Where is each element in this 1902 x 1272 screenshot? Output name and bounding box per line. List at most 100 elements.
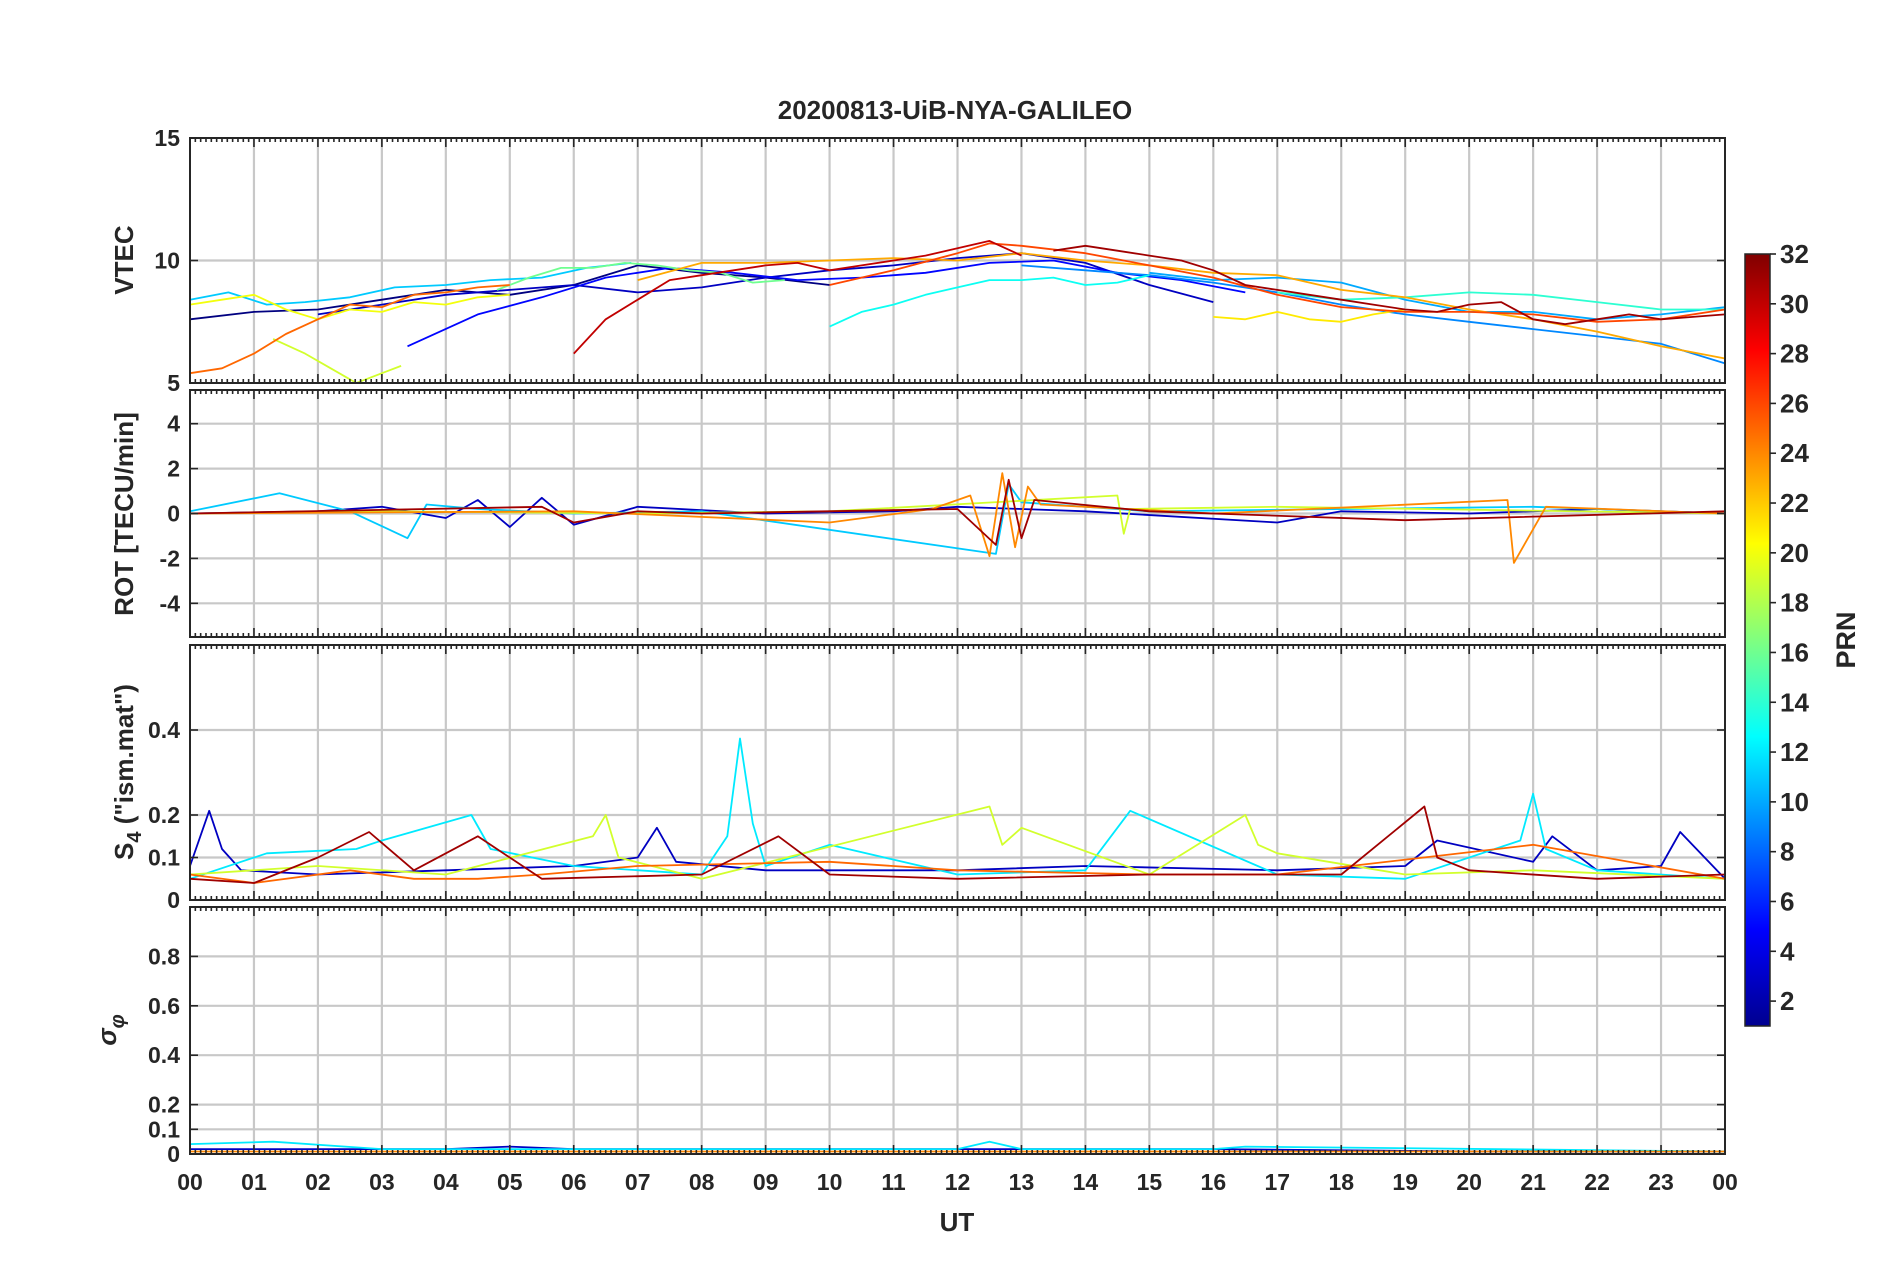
panel-sigma-phi: 00.10.2 0.4 0.6 0.8 σφ — [92, 906, 1726, 1167]
colorbar-tick-label: 32 — [1780, 239, 1809, 269]
prn-11-trace — [189, 262, 632, 306]
prn-13-trace — [829, 274, 1150, 328]
prn-26-trace — [829, 242, 1726, 323]
rot-traces — [189, 472, 1726, 564]
y-tick-label: 0.4 — [148, 717, 180, 743]
colorbar-tick-label: 16 — [1780, 637, 1809, 667]
prn-24-trace — [189, 472, 1726, 564]
prn-3-trace — [189, 496, 1726, 528]
sigma-phi-ylabel-sub: φ — [107, 1014, 129, 1028]
colorbar-tick-label: 18 — [1780, 588, 1809, 618]
y-tick-label: 0 — [167, 887, 180, 913]
x-tick-label: 19 — [1392, 1169, 1418, 1195]
x-tick-label: 00 — [177, 1169, 203, 1195]
prn-16-trace — [496, 261, 785, 291]
x-tick-label: 10 — [817, 1169, 843, 1195]
s4-y-ticks: 0 0.1 0.2 0.4 — [148, 717, 1725, 913]
colorbar-frame — [1744, 253, 1771, 1027]
colorbar-gradient — [1745, 254, 1770, 1026]
prn-14-trace — [1277, 291, 1725, 311]
sigma-phi-axes-frame — [189, 906, 1726, 1155]
prn-19-trace — [189, 805, 1726, 880]
x-tick-label: 21 — [1520, 1169, 1546, 1195]
chart-title: 20200813-UiB-NYA-GALILEO — [778, 95, 1133, 125]
prn-3-trace — [317, 252, 1214, 316]
x-tick-label: 08 — [689, 1169, 715, 1195]
vtec-y-ticks: 5 10 15 — [154, 125, 1725, 396]
prn-5-trace — [407, 259, 1246, 348]
colorbar-tick-label: 20 — [1780, 538, 1809, 568]
x-tick-label: 23 — [1648, 1169, 1674, 1195]
x-tick-label: 06 — [561, 1169, 587, 1195]
prn-31-trace — [1053, 244, 1726, 326]
y-tick-label: 2 — [167, 456, 180, 482]
sigma-phi-ylabel: σφ — [92, 1014, 129, 1045]
y-tick-label: 0 — [167, 501, 180, 527]
y-tick-label: 15 — [154, 125, 180, 151]
s4-ylabel-suffix: ("ism.mat") — [109, 684, 139, 831]
y-tick-label: 5 — [167, 370, 180, 396]
panel-vtec: 5 10 15 VTEC — [109, 125, 1726, 396]
prn-31-trace — [189, 805, 1726, 884]
colorbar-tick-label: 14 — [1780, 687, 1809, 717]
rot-y-ticks: -4 -2 0 2 4 — [160, 411, 1725, 616]
y-tick-label: 0 — [167, 1141, 180, 1167]
colorbar-tick-label: 2 — [1780, 986, 1794, 1016]
rot-axes-frame — [189, 389, 1726, 638]
s4-ylabel-sub: 4 — [124, 831, 146, 843]
panel-rot: -4 -2 0 2 4 ROT [TECU/min] — [109, 389, 1726, 638]
panel-s4: 0 0.1 0.2 0.4 S4 ("ism.mat") — [109, 644, 1726, 913]
y-tick-label: 0.1 — [148, 1116, 180, 1142]
y-tick-label: 0.2 — [148, 802, 180, 828]
s4-ylabel: S4 ("ism.mat") — [109, 684, 146, 860]
y-tick-label: 10 — [154, 248, 180, 274]
colorbar-tick-label: 8 — [1780, 837, 1794, 867]
x-tick-label: 12 — [945, 1169, 971, 1195]
x-tick-label: 16 — [1201, 1169, 1227, 1195]
x-tick-label: 01 — [241, 1169, 267, 1195]
x-axis-label: UT — [940, 1207, 975, 1237]
colorbar-label: PRN — [1831, 611, 1861, 668]
vtec-axes-frame — [189, 137, 1726, 384]
colorbar-tick-label: 6 — [1780, 886, 1794, 916]
x-tick-label: 02 — [305, 1169, 331, 1195]
x-tick-label: 03 — [369, 1169, 395, 1195]
y-tick-label: -4 — [160, 590, 181, 616]
x-tick-label: 04 — [433, 1169, 459, 1195]
prn-25-trace — [189, 284, 510, 375]
colorbar-tick-label: 12 — [1780, 737, 1809, 767]
vtec-ylabel: VTEC — [109, 225, 139, 295]
s4-ylabel-main: S — [109, 843, 139, 860]
prn-31-trace — [189, 478, 1726, 546]
x-tick-label: 22 — [1584, 1169, 1610, 1195]
x-tick-label: 11 — [881, 1169, 906, 1195]
rot-ylabel: ROT [TECU/min] — [109, 412, 139, 616]
s4-traces — [189, 737, 1726, 884]
sigma-phi-y-ticks: 00.10.2 0.4 0.6 0.8 — [148, 943, 1725, 1167]
colorbar-tick-label: 28 — [1780, 339, 1809, 369]
y-tick-label: 0.6 — [148, 993, 180, 1019]
prn-20-trace — [189, 293, 510, 321]
x-tick-label: 13 — [1009, 1169, 1035, 1195]
x-tick-label: 15 — [1137, 1169, 1163, 1195]
x-tick-label: 09 — [753, 1169, 779, 1195]
prn-12-trace — [189, 1140, 1726, 1153]
y-tick-label: -2 — [160, 545, 180, 571]
x-tick-label: 14 — [1073, 1169, 1099, 1195]
colorbar-tick-label: 4 — [1780, 936, 1795, 966]
x-tick-label: 00 — [1712, 1169, 1738, 1195]
prn-30-trace — [573, 239, 1022, 355]
x-tick-label: 07 — [625, 1169, 651, 1195]
x-tick-label: 05 — [497, 1169, 523, 1195]
x-tick-label: 18 — [1328, 1169, 1354, 1195]
prn-10-trace — [1149, 271, 1726, 321]
prn-21-trace — [1213, 308, 1406, 323]
prn-19-trace — [272, 338, 402, 384]
x-tick-label: 17 — [1264, 1169, 1290, 1195]
colorbar-tick-label: 24 — [1780, 438, 1809, 468]
y-tick-label: 4 — [167, 411, 180, 437]
x-tick-labels: 00 01 02 03 04 05 06 07 08 09 10 11 12 13 14 15 16 17 18 19… — [177, 1169, 1738, 1195]
y-tick-label: 0.4 — [148, 1042, 180, 1068]
y-tick-label: 0.8 — [148, 943, 180, 969]
